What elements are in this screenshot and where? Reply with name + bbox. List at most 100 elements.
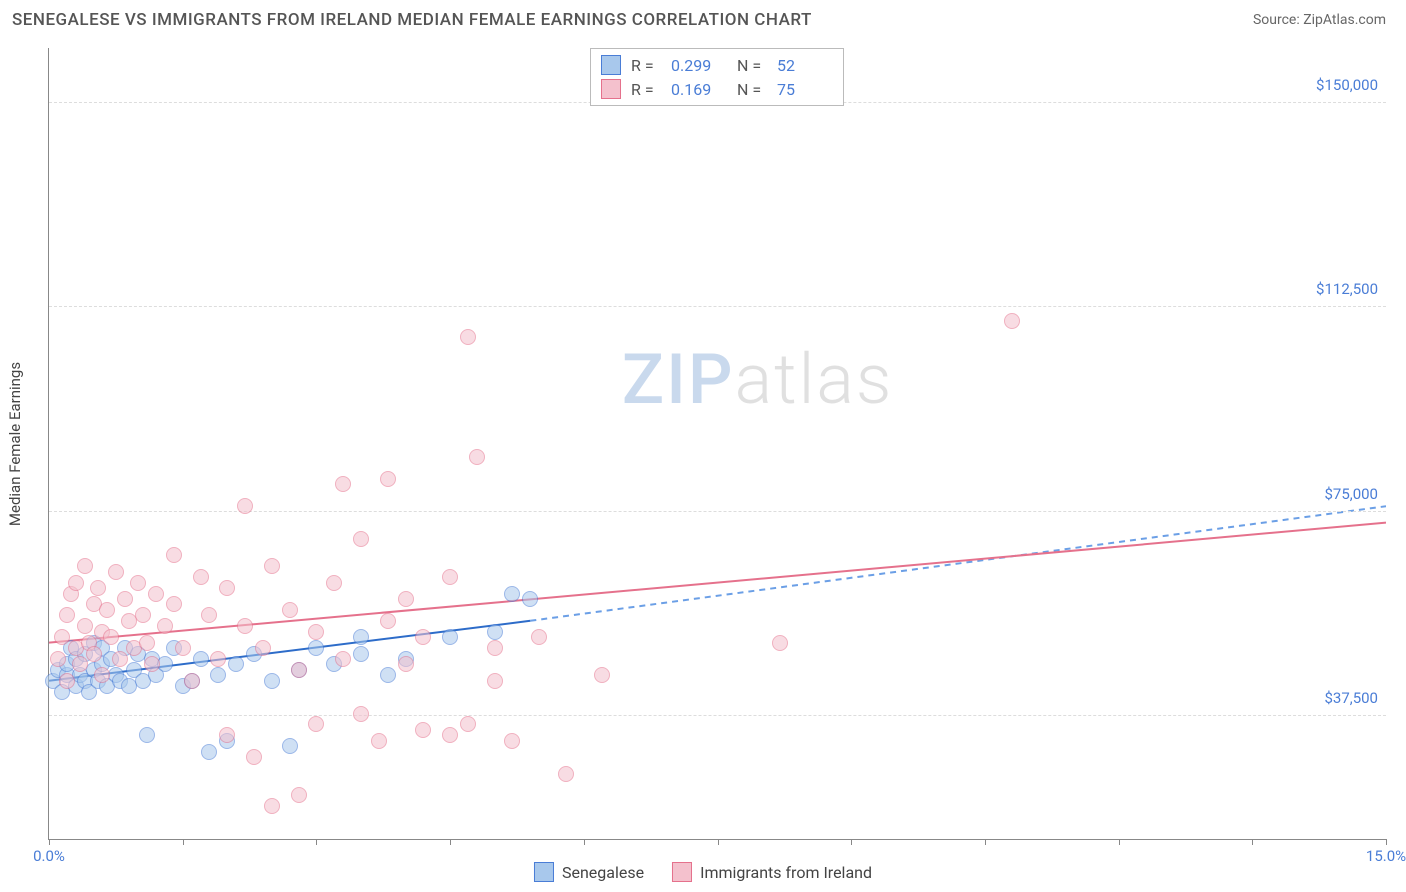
- data-point: [54, 629, 70, 645]
- data-point: [282, 602, 298, 618]
- data-point: [291, 662, 307, 678]
- data-point: [219, 580, 235, 596]
- y-tick-label: $75,000: [1324, 485, 1378, 503]
- data-point: [139, 635, 155, 651]
- data-point: [415, 629, 431, 645]
- data-point: [594, 667, 610, 683]
- data-point: [112, 651, 128, 667]
- data-point: [50, 651, 66, 667]
- y-tick-label: $112,500: [1316, 280, 1378, 298]
- watermark-atlas: atlas: [735, 339, 894, 421]
- data-point: [72, 656, 88, 672]
- data-point: [326, 575, 342, 591]
- data-point: [380, 613, 396, 629]
- data-point: [469, 449, 485, 465]
- data-point: [415, 722, 431, 738]
- gridline: [49, 306, 1386, 307]
- data-point: [255, 640, 271, 656]
- data-point: [282, 738, 298, 754]
- data-point: [201, 607, 217, 623]
- data-point: [335, 476, 351, 492]
- y-tick-label: $37,500: [1324, 689, 1378, 707]
- x-tick: [450, 839, 451, 845]
- x-tick: [718, 839, 719, 845]
- r-value: 0.169: [671, 80, 727, 99]
- data-point: [558, 766, 574, 782]
- data-point: [135, 607, 151, 623]
- data-point: [86, 646, 102, 662]
- data-point: [531, 629, 547, 645]
- data-point: [380, 471, 396, 487]
- chart-source: Source: ZipAtlas.com: [1253, 12, 1386, 28]
- r-label: R =: [631, 80, 661, 99]
- data-point: [108, 564, 124, 580]
- data-point: [219, 727, 235, 743]
- series-legend: SenegaleseImmigrants from Ireland: [534, 862, 872, 882]
- data-point: [90, 580, 106, 596]
- x-tick: [985, 839, 986, 845]
- data-point: [504, 586, 520, 602]
- data-point: [228, 656, 244, 672]
- data-point: [772, 635, 788, 651]
- n-label: N =: [737, 56, 767, 75]
- data-point: [166, 547, 182, 563]
- data-point: [353, 531, 369, 547]
- data-point: [487, 640, 503, 656]
- data-point: [353, 629, 369, 645]
- data-point: [264, 798, 280, 814]
- gridline: [49, 715, 1386, 716]
- data-point: [193, 651, 209, 667]
- data-point: [193, 569, 209, 585]
- legend-swatch: [534, 862, 554, 882]
- data-point: [371, 733, 387, 749]
- data-point: [398, 591, 414, 607]
- data-point: [210, 651, 226, 667]
- data-point: [77, 558, 93, 574]
- plot-region: ZIPatlas Median Female Earnings $37,500$…: [48, 48, 1386, 840]
- x-tick: [49, 839, 50, 845]
- legend-item: Immigrants from Ireland: [672, 862, 872, 882]
- data-point: [335, 651, 351, 667]
- data-point: [117, 591, 133, 607]
- x-tick: [1119, 839, 1120, 845]
- data-point: [308, 640, 324, 656]
- legend-swatch: [601, 55, 621, 75]
- data-point: [210, 667, 226, 683]
- chart-title: SENEGALESE VS IMMIGRANTS FROM IRELAND ME…: [12, 10, 812, 30]
- data-point: [460, 716, 476, 732]
- data-point: [130, 575, 146, 591]
- data-point: [1004, 313, 1020, 329]
- data-point: [148, 586, 164, 602]
- y-axis-label: Median Female Earnings: [6, 361, 24, 525]
- legend-swatch: [601, 79, 621, 99]
- x-tick: [1252, 839, 1253, 845]
- data-point: [522, 591, 538, 607]
- data-point: [103, 629, 119, 645]
- watermark: ZIPatlas: [622, 339, 894, 421]
- chart-area: ZIPatlas Median Female Earnings $37,500$…: [48, 48, 1386, 840]
- x-tick: [183, 839, 184, 845]
- data-point: [291, 787, 307, 803]
- data-point: [308, 716, 324, 732]
- data-point: [380, 667, 396, 683]
- y-tick-label: $150,000: [1316, 76, 1378, 94]
- data-point: [442, 569, 458, 585]
- watermark-zip: ZIP: [622, 339, 735, 421]
- legend-row: R =0.169N =75: [601, 77, 833, 101]
- data-point: [157, 618, 173, 634]
- x-tick: [851, 839, 852, 845]
- data-point: [308, 624, 324, 640]
- data-point: [59, 607, 75, 623]
- r-value: 0.299: [671, 56, 727, 75]
- legend-row: R =0.299N =52: [601, 53, 833, 77]
- x-tick: [316, 839, 317, 845]
- correlation-legend: R =0.299N =52R =0.169N =75: [590, 48, 844, 106]
- legend-swatch: [672, 862, 692, 882]
- data-point: [201, 744, 217, 760]
- data-point: [264, 673, 280, 689]
- legend-label: Immigrants from Ireland: [700, 863, 872, 882]
- data-point: [59, 673, 75, 689]
- data-point: [487, 673, 503, 689]
- data-point: [68, 575, 84, 591]
- data-point: [237, 618, 253, 634]
